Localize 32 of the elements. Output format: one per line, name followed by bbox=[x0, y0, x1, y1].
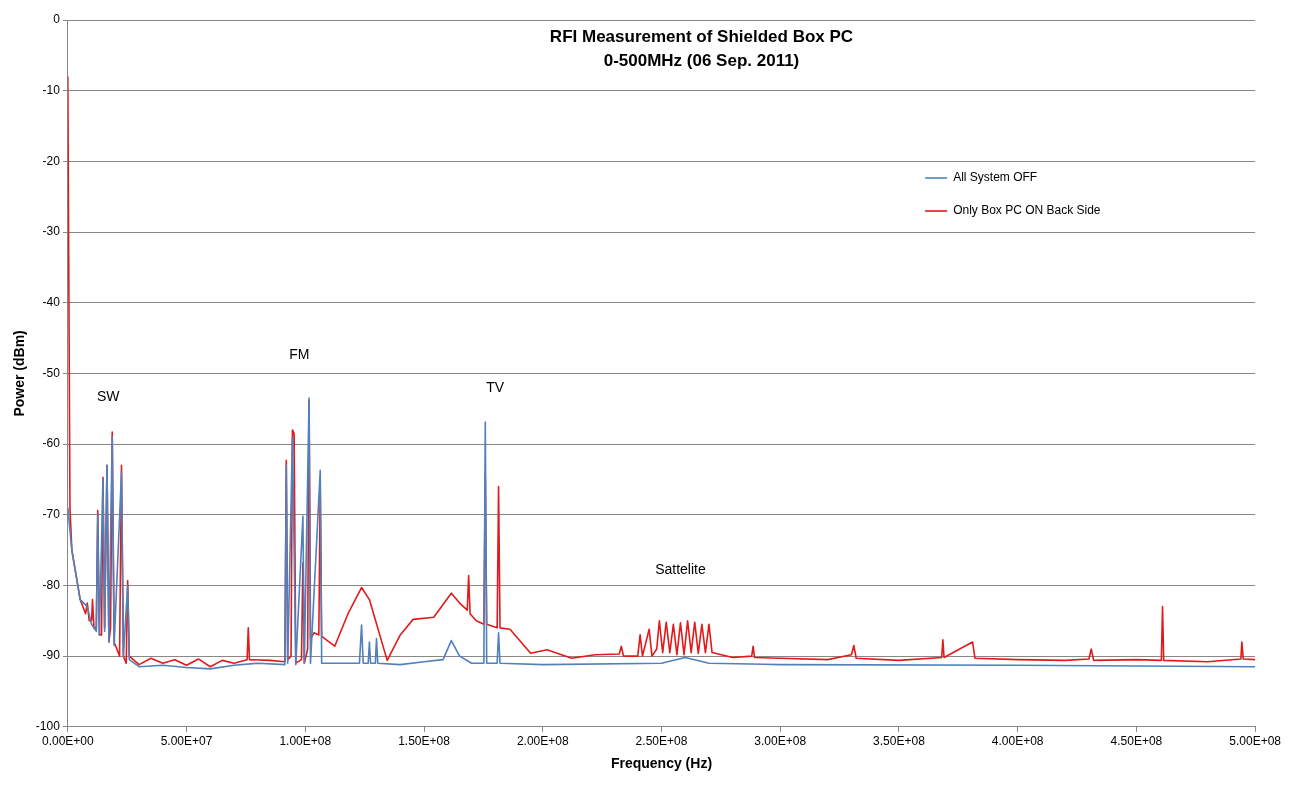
x-tick-label: 3.00E+08 bbox=[754, 734, 807, 749]
y-tick-label: -20 bbox=[42, 153, 61, 168]
x-tick-label: 2.00E+08 bbox=[516, 734, 569, 749]
y-tick-label: -80 bbox=[42, 577, 61, 592]
x-tick-label: 1.50E+08 bbox=[398, 734, 451, 749]
annotation: SW bbox=[96, 388, 121, 405]
text: 0-500MHz (06 Sep. 2011) bbox=[603, 51, 800, 70]
y-tick-label: -100 bbox=[35, 719, 61, 734]
y-tick-label: -10 bbox=[42, 82, 61, 97]
x-tick-label: 1.00E+08 bbox=[279, 734, 332, 749]
x-tick-label: 5.00E+08 bbox=[1229, 734, 1282, 749]
annotation: Sattelite bbox=[655, 561, 706, 578]
annotation: FM bbox=[289, 345, 310, 362]
y-axis-title: Power (dBm) bbox=[11, 330, 28, 417]
x-axis-title: Frequency (Hz) bbox=[610, 755, 713, 772]
y-tick-label: -90 bbox=[42, 648, 61, 663]
legend-label: All System OFF bbox=[953, 170, 1038, 185]
chart-title: RFI Measurement of Shielded Box PC bbox=[549, 27, 854, 46]
x-tick-label: 5.00E+07 bbox=[160, 734, 213, 749]
x-tick-label: 4.50E+08 bbox=[1110, 734, 1163, 749]
legend-label: Only Box PC ON Back Side bbox=[953, 203, 1101, 218]
y-tick-label: -70 bbox=[42, 507, 61, 522]
x-tick-label: 0.00E+00 bbox=[41, 734, 94, 749]
x-tick-label: 3.50E+08 bbox=[873, 734, 926, 749]
x-tick-label: 2.50E+08 bbox=[635, 734, 688, 749]
x-tick-label: 4.00E+08 bbox=[991, 734, 1044, 749]
y-tick-label: -40 bbox=[42, 295, 61, 310]
y-tick-label: 0 bbox=[53, 12, 61, 27]
y-tick-label: -60 bbox=[42, 436, 61, 451]
annotation: TV bbox=[486, 379, 505, 396]
y-tick-label: -50 bbox=[42, 365, 61, 380]
y-tick-label: -30 bbox=[42, 224, 61, 239]
